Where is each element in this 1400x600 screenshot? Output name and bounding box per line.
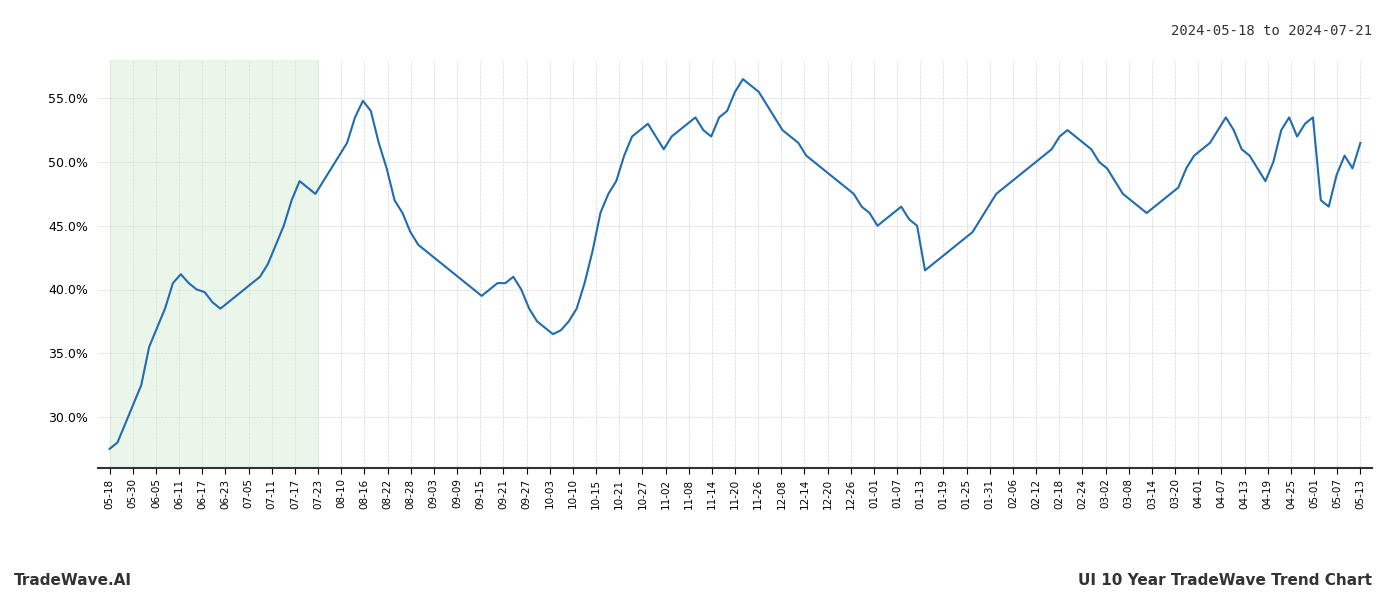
Text: UI 10 Year TradeWave Trend Chart: UI 10 Year TradeWave Trend Chart: [1078, 573, 1372, 588]
Text: 2024-05-18 to 2024-07-21: 2024-05-18 to 2024-07-21: [1170, 24, 1372, 38]
Bar: [109, 60, 318, 468]
Text: TradeWave.AI: TradeWave.AI: [14, 573, 132, 588]
